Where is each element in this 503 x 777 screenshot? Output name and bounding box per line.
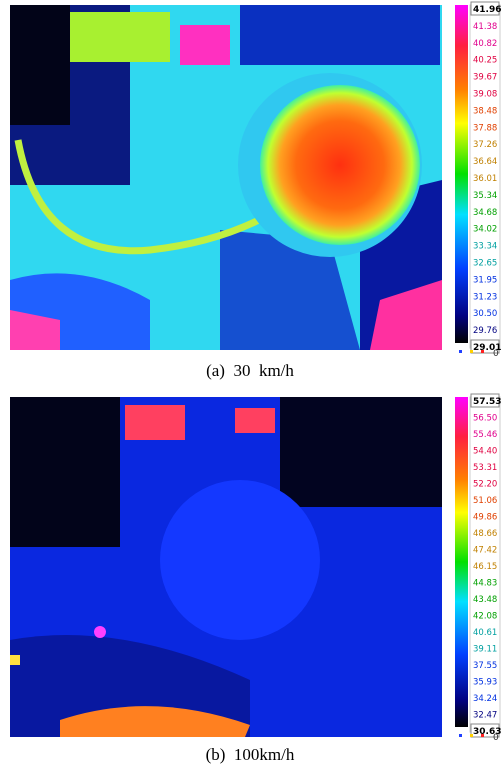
scale-label: 52.20	[473, 480, 497, 490]
scale-label: 36.64	[473, 157, 497, 167]
scale-label: 48.66	[473, 529, 497, 539]
scale-label: 42.08	[473, 612, 497, 622]
scale-label: 56.50	[473, 414, 497, 424]
scale-label: 44.83	[473, 579, 497, 589]
scale-label: 30.50	[473, 309, 497, 319]
scale-label: 39.11	[473, 645, 497, 655]
scale-label: 43.48	[473, 595, 497, 605]
scale-label: 40.82	[473, 39, 497, 49]
scale-label: 39.08	[473, 90, 497, 100]
scale-label: 57.53	[473, 397, 501, 407]
scale-label: 37.55	[473, 661, 497, 671]
palette-icon	[470, 350, 473, 353]
scale-label: 34.24	[473, 694, 497, 704]
scale-label: 41.96	[473, 5, 501, 15]
scale-label: 29.76	[473, 326, 497, 336]
scale-label: 40.61	[473, 628, 497, 638]
scale-label: 35.93	[473, 678, 497, 688]
scale-label: 32.65	[473, 259, 497, 269]
scale-label: 32.47	[473, 711, 497, 721]
scale-label: 53.31	[473, 463, 497, 473]
scale-label: 37.88	[473, 123, 497, 133]
scale-label: 55.46	[473, 430, 497, 440]
palette-icon	[481, 350, 484, 353]
scale-label: 34.68	[473, 208, 497, 218]
scale-label: 35.34	[473, 191, 497, 201]
thermal-image-a	[10, 5, 442, 350]
scale-label: 41.38	[473, 22, 497, 32]
palette-icon	[459, 350, 462, 353]
scale-label: 31.23	[473, 292, 497, 302]
figure: 41.96 41.38 40.82 40.25 39.67 39.08 38.48 37.88…	[0, 0, 503, 772]
scale-label: 33.34	[473, 242, 497, 252]
colorbar	[455, 5, 468, 343]
scale-label: 54.40	[473, 447, 497, 457]
scale-label: 51.06	[473, 496, 497, 506]
scale-label: 39.67	[473, 73, 497, 83]
scale-label: 49.86	[473, 513, 497, 523]
scale-label: 36.01	[473, 174, 497, 184]
scale-label: 34.02	[473, 225, 497, 235]
caption: (a) 30 km/h	[206, 361, 294, 380]
palette-icon	[470, 734, 473, 737]
palette-icon	[459, 734, 462, 737]
scale-label: 38.48	[473, 106, 497, 116]
colorbar	[455, 397, 468, 727]
palette-icon	[481, 734, 484, 737]
scale-label: 40.25	[473, 56, 497, 66]
scale-label: 37.26	[473, 140, 497, 150]
scale-label: 46.15	[473, 562, 497, 572]
zero-label: 0	[493, 733, 499, 743]
caption: (b) 100km/h	[206, 745, 295, 764]
zero-label: 0	[493, 349, 499, 359]
thermal-image-b	[10, 397, 442, 737]
scale-label: 47.42	[473, 546, 497, 556]
scale-label: 31.95	[473, 275, 497, 285]
